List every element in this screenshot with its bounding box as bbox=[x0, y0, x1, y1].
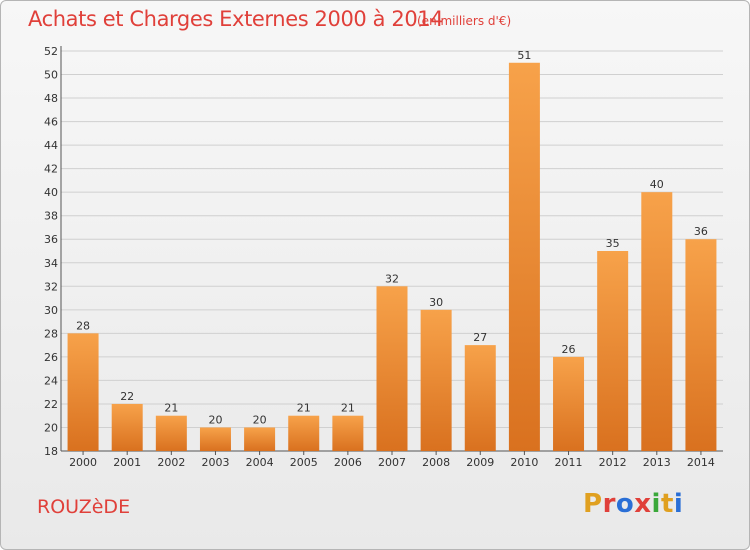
x-tick-label: 2003 bbox=[201, 456, 229, 469]
y-tick-label: 26 bbox=[44, 351, 58, 364]
bar-value-label: 22 bbox=[120, 390, 134, 403]
y-tick-label: 42 bbox=[44, 163, 58, 176]
bar bbox=[420, 309, 452, 451]
logo-letter: r bbox=[602, 489, 616, 519]
bar bbox=[332, 415, 364, 451]
x-tick-label: 2009 bbox=[466, 456, 494, 469]
bar bbox=[199, 427, 231, 451]
bar-value-label: 28 bbox=[76, 319, 90, 332]
y-tick-label: 34 bbox=[44, 257, 58, 270]
bar-value-label: 20 bbox=[253, 413, 267, 426]
bar-value-label: 40 bbox=[650, 178, 664, 191]
y-tick-label: 48 bbox=[44, 92, 58, 105]
y-tick-label: 44 bbox=[44, 139, 58, 152]
chart-title: Achats et Charges Externes 2000 à 2014 bbox=[28, 7, 444, 31]
bar bbox=[288, 415, 320, 451]
x-tick-label: 2004 bbox=[246, 456, 274, 469]
bar bbox=[67, 333, 99, 451]
y-tick-label: 22 bbox=[44, 398, 58, 411]
y-tick-label: 50 bbox=[44, 69, 58, 82]
bar bbox=[508, 62, 540, 451]
x-tick-label: 2000 bbox=[69, 456, 97, 469]
bar-value-label: 36 bbox=[694, 225, 708, 238]
city-name: ROUZèDE bbox=[37, 496, 131, 518]
logo-letter: t bbox=[660, 489, 674, 519]
x-tick-label: 2008 bbox=[422, 456, 450, 469]
y-tick-label: 28 bbox=[44, 327, 58, 340]
bar-value-label: 20 bbox=[208, 413, 222, 426]
x-tick-label: 2005 bbox=[290, 456, 318, 469]
y-tick-label: 40 bbox=[44, 186, 58, 199]
bar-value-label: 21 bbox=[297, 402, 311, 415]
x-tick-label: 2013 bbox=[643, 456, 671, 469]
x-tick-label: 2012 bbox=[599, 456, 627, 469]
bar bbox=[597, 251, 629, 451]
logo-letter: i bbox=[651, 489, 661, 519]
bar bbox=[464, 345, 496, 451]
proxiti-logo: Proxiti bbox=[583, 489, 683, 519]
bar-value-label: 30 bbox=[429, 296, 443, 309]
x-tick-label: 2002 bbox=[157, 456, 185, 469]
bar-value-label: 27 bbox=[473, 331, 487, 344]
bar-value-label: 21 bbox=[341, 402, 355, 415]
y-tick-label: 46 bbox=[44, 116, 58, 129]
y-tick-label: 20 bbox=[44, 421, 58, 434]
bar bbox=[376, 286, 408, 451]
y-tick-label: 38 bbox=[44, 210, 58, 223]
y-tick-label: 36 bbox=[44, 233, 58, 246]
logo-letter: i bbox=[673, 489, 684, 519]
x-tick-label: 2006 bbox=[334, 456, 362, 469]
bar-value-label: 26 bbox=[562, 343, 576, 356]
bar bbox=[244, 427, 276, 451]
y-tick-label: 24 bbox=[44, 374, 58, 387]
bar bbox=[685, 239, 717, 451]
x-tick-label: 2014 bbox=[687, 456, 715, 469]
bar-value-label: 21 bbox=[164, 402, 178, 415]
x-tick-label: 2001 bbox=[113, 456, 141, 469]
bar bbox=[155, 415, 187, 451]
y-tick-label: 18 bbox=[44, 445, 58, 458]
bar-value-label: 35 bbox=[606, 237, 620, 250]
x-tick-label: 2011 bbox=[555, 456, 583, 469]
bar-value-label: 51 bbox=[517, 49, 531, 62]
y-tick-label: 52 bbox=[44, 45, 58, 58]
bar bbox=[553, 356, 585, 451]
bar bbox=[641, 192, 673, 452]
y-tick-label: 30 bbox=[44, 304, 58, 317]
logo-letter: o bbox=[615, 489, 635, 519]
y-tick-label: 32 bbox=[44, 280, 58, 293]
logo-letter: P bbox=[583, 489, 603, 519]
x-tick-label: 2010 bbox=[510, 456, 538, 469]
x-tick-label: 2007 bbox=[378, 456, 406, 469]
bar bbox=[111, 403, 143, 451]
logo-letter: x bbox=[634, 489, 652, 519]
bar-value-label: 32 bbox=[385, 272, 399, 285]
chart-subtitle: (en milliers d'€) bbox=[417, 14, 512, 28]
